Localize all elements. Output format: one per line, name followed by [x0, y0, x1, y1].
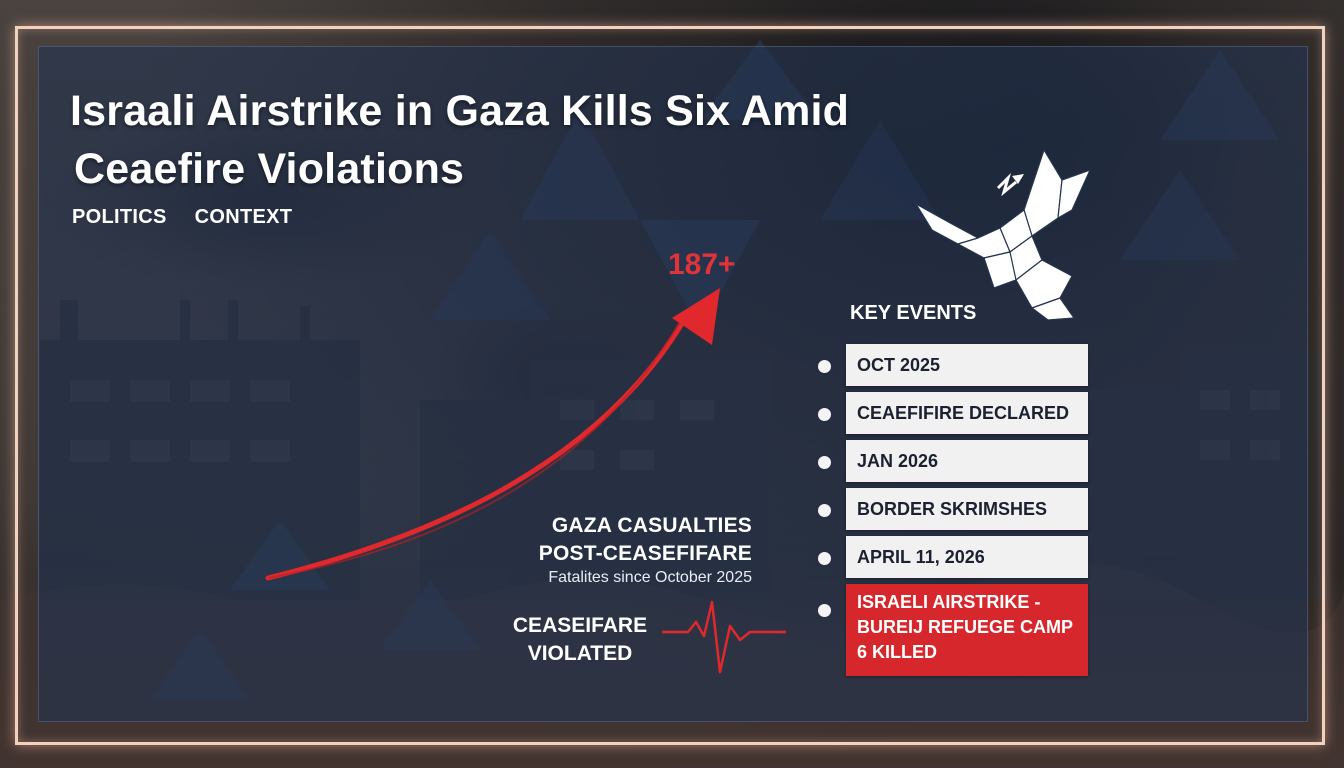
event-box: BORDER SKRIMSHES	[846, 488, 1088, 530]
chart-caption-line-2: POST-CEASEFIFARE	[538, 542, 752, 565]
event-line-1: ISRAELI AIRSTRIKE -	[857, 592, 1041, 612]
ceasefire-violated-label: CEASEIFARE VIOLATED	[496, 612, 664, 668]
chart-caption: GAZA CASUALTIES POST-CEASEFIFARE Fatalit…	[480, 512, 752, 588]
dove-icon	[915, 149, 1091, 321]
event-line-2: BUREIJ REFUEGE CAMP	[857, 617, 1074, 637]
headline: Israali Airstrike in Gaza Kills Six Amid…	[70, 82, 970, 198]
event-box-highlight: ISRAELI AIRSTRIKE - BUREIJ REFUEGE CAMP …	[846, 584, 1088, 676]
key-events-title: KEY EVENTS	[850, 302, 977, 324]
timeline-dot	[818, 504, 831, 517]
event-line-3: 6 KILLED	[857, 642, 938, 662]
casualty-count: 187+	[668, 248, 736, 281]
event-label: OCT 2025	[857, 354, 941, 375]
event-box: APRIL 11, 2026	[846, 536, 1088, 578]
timeline-dot	[818, 360, 831, 373]
timeline-dot	[818, 456, 831, 469]
tag-context[interactable]: CONTEXT	[194, 206, 293, 228]
chart-caption-line-1: GAZA CASUALTIES	[551, 514, 752, 537]
event-box: OCT 2025	[846, 344, 1088, 386]
headline-line-1: Israali Airstrike in Gaza Kills Six Amid	[70, 87, 850, 135]
event-label: BORDER SKRIMSHES	[857, 498, 1048, 519]
event-box: CEAEFIFIRE DECLARED	[846, 392, 1088, 434]
category-tags: POLITICS CONTEXT	[72, 206, 292, 229]
violated-line-2: VIOLATED	[527, 642, 633, 665]
event-label: APRIL 11, 2026	[857, 546, 985, 567]
heartbeat-line-icon	[662, 600, 786, 674]
violated-line-1: CEASEIFARE	[512, 614, 648, 637]
timeline-dot	[818, 604, 831, 617]
event-label: JAN 2026	[857, 450, 939, 471]
content-panel	[38, 46, 1308, 722]
tag-politics[interactable]: POLITICS	[72, 206, 167, 228]
event-box: JAN 2026	[846, 440, 1088, 482]
chart-caption-subtitle: Fatalites since October 2025	[548, 569, 752, 586]
headline-line-2: Ceaefire Violations	[74, 145, 465, 193]
timeline-dot	[818, 408, 831, 421]
timeline-dot	[818, 552, 831, 565]
event-label: CEAEFIFIRE DECLARED	[857, 402, 1070, 423]
